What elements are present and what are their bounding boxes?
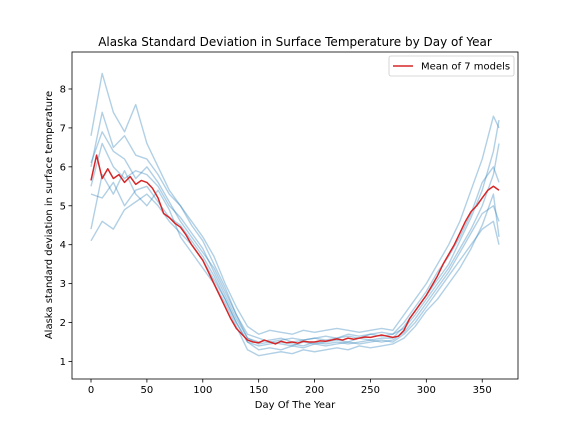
x-tick-label: 0 <box>88 385 94 396</box>
y-tick-label: 5 <box>60 201 66 212</box>
x-tick-label: 100 <box>193 385 212 396</box>
x-tick-label: 150 <box>249 385 268 396</box>
model-line-1 <box>90 111 500 347</box>
y-tick-label: 7 <box>60 123 66 134</box>
y-tick-label: 1 <box>60 357 66 368</box>
x-tick-label: 50 <box>141 385 154 396</box>
x-axis: 0 50 100 150 200 250 300 350 <box>88 379 492 396</box>
x-tick-label: 350 <box>473 385 492 396</box>
mean-line-group <box>90 154 500 345</box>
y-axis-label: Alaska standard deviation in surface tem… <box>44 91 55 339</box>
plot-frame <box>71 51 519 380</box>
y-tick-label: 4 <box>60 240 66 251</box>
mean-line <box>90 154 500 345</box>
x-tick-label: 250 <box>361 385 380 396</box>
chart-title: Alaska Standard Deviation in Surface Tem… <box>98 35 492 49</box>
model-line-4 <box>90 72 500 335</box>
model-line-3 <box>90 142 500 343</box>
legend-mean-label: Mean of 7 models <box>421 62 510 73</box>
y-tick-label: 2 <box>60 318 66 329</box>
x-tick-label: 200 <box>305 385 324 396</box>
y-tick-label: 8 <box>60 84 66 95</box>
model-line-6 <box>90 170 500 357</box>
model-line-7 <box>90 131 500 345</box>
y-axis: 1 2 3 4 5 6 7 8 <box>60 84 72 368</box>
y-tick-label: 3 <box>60 279 66 290</box>
x-axis-label: Day Of The Year <box>255 400 336 411</box>
y-tick-label: 6 <box>60 162 66 173</box>
x-tick-label: 300 <box>417 385 436 396</box>
legend: Mean of 7 models <box>388 55 515 77</box>
model-lines <box>90 72 500 357</box>
legend-box <box>388 55 515 77</box>
model-line-2 <box>90 193 500 351</box>
